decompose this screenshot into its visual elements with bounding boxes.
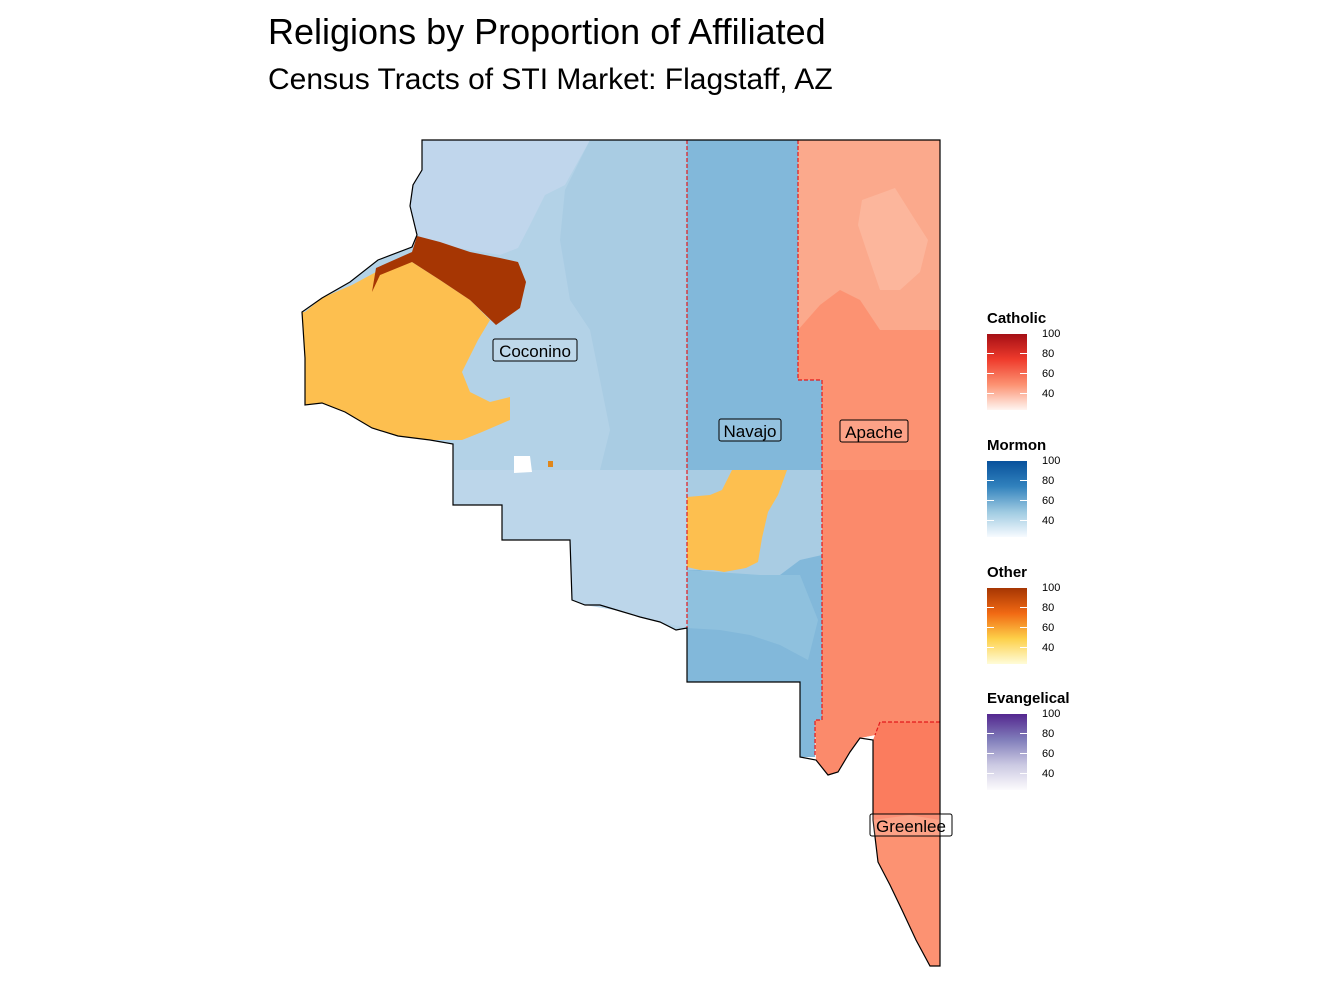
legend-title-mormon: Mormon (987, 437, 1047, 454)
county-coconino[interactable] (302, 140, 687, 630)
legend-label: 100 (1042, 708, 1061, 720)
greenlee-tract-south (873, 815, 940, 966)
legend-evangelical: Evangelical 100 80 60 40 (987, 690, 1107, 794)
legend-label: 100 (1042, 328, 1061, 340)
county-navajo[interactable] (687, 140, 822, 757)
legend-label: 80 (1042, 602, 1055, 614)
legend-label: 80 (1042, 475, 1055, 487)
navajo-tract-other (687, 470, 787, 572)
apache-tract-south (815, 470, 940, 775)
map-subtitle: Census Tracts of STI Market: Flagstaff, … (268, 63, 833, 96)
border-apache-greenlee (874, 721, 940, 736)
county-label-navajo-text: Navajo (724, 422, 777, 441)
legend-label: 60 (1042, 622, 1055, 634)
legend-label: 40 (1042, 388, 1055, 400)
legend-label: 80 (1042, 728, 1055, 740)
legend-title-catholic: Catholic (987, 310, 1047, 327)
legend-other: Other 100 80 60 40 (987, 564, 1107, 668)
legend-title-evangelical: Evangelical (987, 690, 1070, 707)
county-label-coconino: Coconino (492, 338, 578, 362)
county-label-apache-text: Apache (845, 423, 903, 442)
legend-colorbar-other (987, 588, 1027, 664)
legend-label: 40 (1042, 642, 1055, 654)
border-navajo-apache (797, 140, 823, 757)
legend-label: 40 (1042, 515, 1055, 527)
legend-label: 60 (1042, 748, 1055, 760)
coconino-tract-small-other (548, 461, 553, 467)
legend-label: 40 (1042, 768, 1055, 780)
county-label-greenlee-text: Greenlee (876, 817, 946, 836)
county-apache[interactable] (798, 140, 940, 775)
coconino-tract-north (410, 140, 590, 255)
market-outline (301, 139, 941, 967)
legend-label: 100 (1042, 455, 1061, 467)
legend-label: 100 (1042, 582, 1061, 594)
navajo-tract-south (687, 570, 818, 660)
map-title: Religions by Proportion of Affiliated (268, 11, 826, 52)
legend-colorbar-evangelical (987, 714, 1027, 790)
legend-label: 60 (1042, 368, 1055, 380)
county-label-apache: Apache (839, 419, 909, 443)
county-borders (686, 140, 940, 757)
coconino-tract-south (453, 470, 687, 628)
coconino-tract-other-west (302, 262, 510, 440)
legend-title-other: Other (987, 564, 1028, 581)
legend-catholic: Catholic 100 80 60 40 (987, 310, 1107, 414)
county-label-navajo: Navajo (718, 418, 782, 442)
legend-label: 80 (1042, 348, 1055, 360)
legend-colorbar-catholic (987, 334, 1027, 410)
legend-label: 60 (1042, 495, 1055, 507)
county-greenlee[interactable] (873, 722, 940, 966)
county-label-greenlee: Greenlee (869, 813, 953, 837)
legend-colorbar-mormon (987, 461, 1027, 537)
coconino-tract-other-north (372, 236, 526, 325)
county-label-coconino-text: Coconino (499, 342, 571, 361)
apache-tract-pale (858, 188, 928, 290)
legend-mormon: Mormon 100 80 60 40 (987, 437, 1107, 541)
coconino-tract-flagstaff (514, 456, 532, 473)
coconino-tract-east (560, 140, 687, 470)
